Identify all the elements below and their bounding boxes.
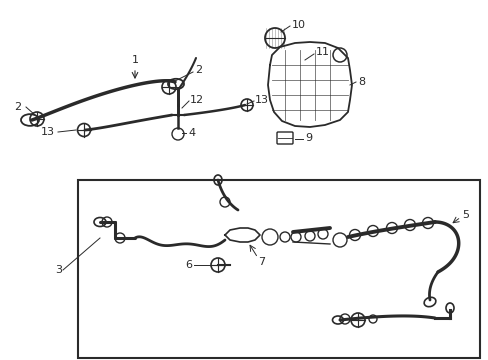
Text: 12: 12 [190, 95, 203, 105]
Text: 4: 4 [187, 128, 195, 138]
Text: 10: 10 [291, 20, 305, 30]
Text: 3: 3 [55, 265, 62, 275]
Text: 13: 13 [254, 95, 268, 105]
Polygon shape [267, 42, 351, 127]
Text: 2: 2 [15, 102, 21, 112]
Polygon shape [224, 228, 260, 242]
Text: 1: 1 [131, 55, 138, 65]
Bar [78, 180, 479, 358]
Text: 13: 13 [41, 127, 55, 137]
Text: 11: 11 [315, 47, 329, 57]
Text: 6: 6 [184, 260, 192, 270]
Text: 8: 8 [357, 77, 365, 87]
Text: 5: 5 [461, 210, 468, 220]
Text: 7: 7 [258, 257, 264, 267]
Text: 2: 2 [195, 65, 202, 75]
Text: 9: 9 [305, 133, 311, 143]
